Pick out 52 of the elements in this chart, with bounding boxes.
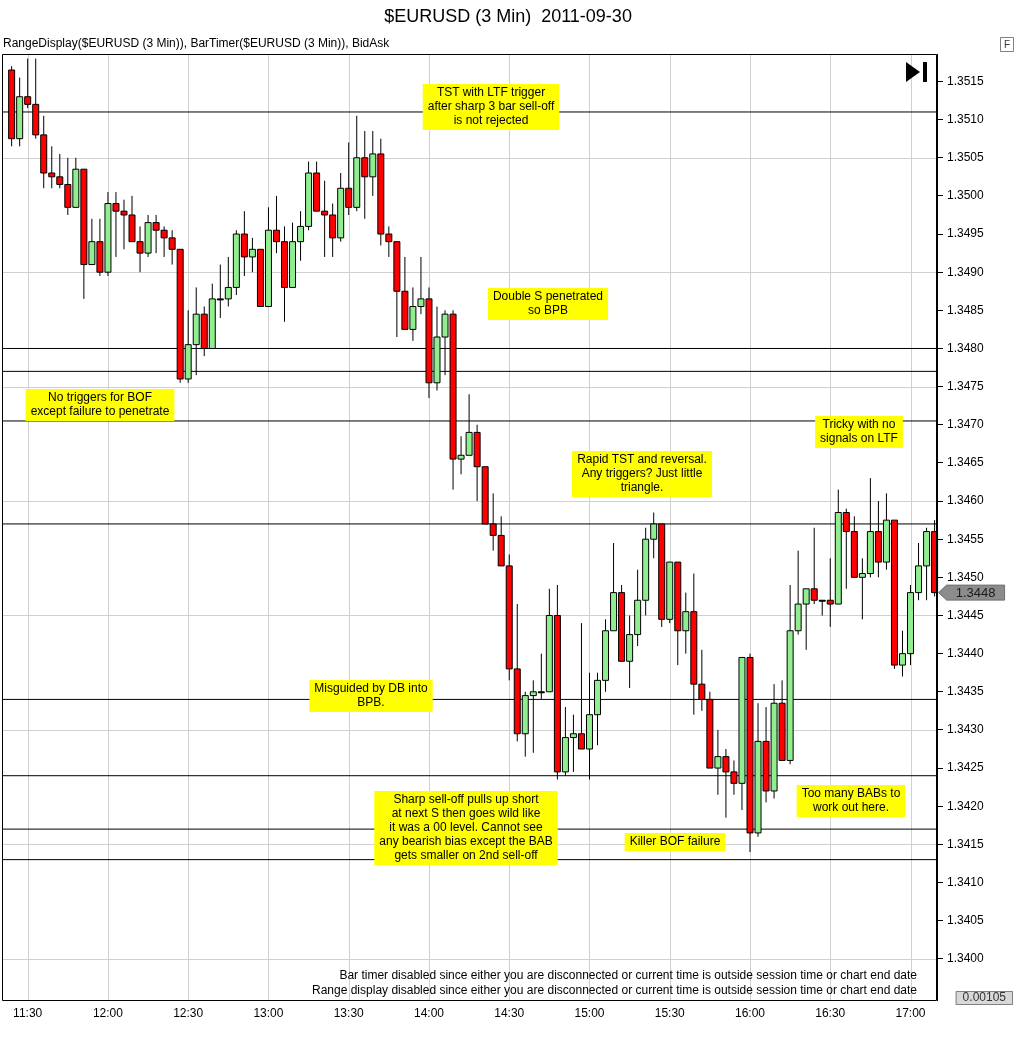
y-tick-label: 1.3425 — [947, 760, 985, 775]
y-tick-label: 1.3435 — [947, 684, 985, 699]
x-tick-label: 15:30 — [654, 1005, 686, 1020]
y-tick-label: 1.3475 — [947, 378, 985, 393]
y-tick-label: 1.3480 — [947, 340, 985, 355]
annotation: Rapid TST and reversal. Any triggers? Just little triangle. — [577, 452, 707, 495]
y-tick-label: 1.3440 — [947, 645, 985, 660]
chart-subtitle: RangeDisplay($EURUSD (3 Min)), BarTimer($EURUSD (3 Min)), BidAsk — [3, 36, 391, 51]
y-tick-label: 1.3405 — [947, 912, 985, 927]
y-tick-label: 1.3510 — [947, 111, 985, 126]
annotation: Too many BABs to work out here. — [801, 786, 901, 815]
annotation: Bar timer disabled since either you are disconnected or current time is outside session time or chart end date — [339, 968, 918, 983]
y-tick-label: 1.3465 — [947, 455, 985, 470]
y-tick-label: 1.3455 — [947, 531, 985, 546]
y-tick-label: 1.3495 — [947, 226, 985, 241]
annotation: 1.3448 — [955, 584, 996, 600]
x-tick-label: 14:00 — [413, 1005, 445, 1020]
x-tick-label: 12:00 — [92, 1005, 124, 1020]
text: 0.00105 — [962, 990, 1007, 1005]
y-tick-label: 1.3490 — [947, 264, 985, 279]
x-tick-label: 14:30 — [494, 1005, 525, 1020]
annotation: TST with LTF trigger after sharp 3 bar sell-off is not rejected — [427, 85, 555, 128]
y-tick-label: 1.3410 — [947, 874, 985, 889]
text: F — [1003, 38, 1011, 50]
y-tick-label: 1.3420 — [947, 798, 985, 813]
x-tick-label: 16:30 — [815, 1005, 846, 1020]
annotation: Double S penetrated so BPB — [492, 289, 604, 318]
y-tick-label: 1.3460 — [947, 493, 985, 508]
annotation: Tricky with no signals on LTF — [820, 417, 898, 446]
x-tick-label: 12:30 — [173, 1005, 204, 1020]
x-tick-label: 17:00 — [895, 1005, 926, 1020]
annotation: No triggers for BOF except failure to penetrate — [30, 390, 170, 419]
y-tick-label: 1.3450 — [947, 569, 985, 584]
x-tick-label: 11:30 — [13, 1005, 43, 1020]
y-tick-label: 1.3415 — [947, 836, 985, 851]
y-tick-label: 1.3430 — [947, 722, 985, 737]
chart-title: $EURUSD (3 Min) 2011-09-30 — [384, 5, 632, 26]
y-tick-label: 1.3500 — [947, 188, 985, 203]
y-tick-label: 1.3445 — [947, 607, 985, 622]
x-tick-label: 13:30 — [333, 1005, 365, 1020]
y-tick-label: 1.3470 — [947, 417, 985, 432]
annotation: Sharp sell-off pulls up short at next S then goes wild like it was a 00 level. Cannot see any bearish bias except the BAB gets smaller on 2nd sell-off — [379, 792, 553, 863]
annotation: Range display disabled since either you are disconnected or current time is outside session time or chart end date — [312, 983, 918, 998]
annotation: Killer BOF failure — [629, 834, 721, 849]
x-tick-label: 13:00 — [253, 1005, 284, 1020]
x-tick-label: 15:00 — [574, 1005, 605, 1020]
y-tick-label: 1.3515 — [947, 73, 985, 88]
y-tick-label: 1.3505 — [947, 150, 985, 165]
y-tick-label: 1.3400 — [947, 951, 985, 966]
x-tick-label: 16:00 — [734, 1005, 766, 1020]
y-tick-label: 1.3485 — [947, 302, 985, 317]
annotation: Misguided by DB into BPB. — [314, 681, 429, 710]
